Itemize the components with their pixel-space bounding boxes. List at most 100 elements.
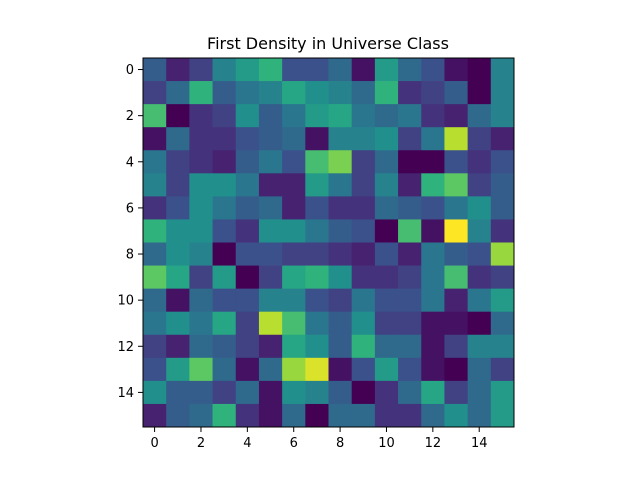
heatmap-cell	[467, 265, 492, 290]
heatmap-cell	[351, 288, 376, 313]
heatmap-cell	[328, 242, 353, 266]
heatmap-cell	[282, 173, 306, 197]
heatmap-cell	[444, 403, 469, 428]
heatmap-cell	[328, 127, 353, 151]
heatmap-cell	[235, 334, 260, 359]
heatmap-cell	[421, 58, 445, 82]
heatmap-cell	[490, 242, 515, 266]
heatmap-cell	[398, 150, 422, 174]
heatmap-cell	[282, 104, 306, 128]
heatmap-cell	[467, 334, 492, 359]
heatmap-cell	[305, 219, 329, 243]
heatmap-cell	[328, 403, 353, 428]
heatmap-cell	[305, 403, 329, 428]
heatmap-cells	[143, 58, 515, 428]
heatmap-cell	[282, 219, 306, 243]
heatmap-cell	[490, 311, 515, 336]
heatmap-cell	[490, 173, 515, 197]
heatmap-cell	[212, 150, 237, 174]
heatmap-cell	[189, 311, 213, 336]
y-tick-label: 4	[126, 155, 134, 170]
heatmap-cell	[235, 196, 260, 220]
heatmap-cell	[351, 357, 376, 382]
heatmap-cell	[421, 127, 445, 151]
heatmap-cell	[351, 150, 376, 174]
heatmap-cell	[328, 196, 353, 220]
heatmap-cell	[467, 311, 492, 336]
heatmap-cell	[212, 334, 237, 359]
y-tick-label: 12	[117, 340, 134, 355]
heatmap-cell	[258, 311, 283, 336]
heatmap-cell	[351, 196, 376, 220]
heatmap-cell	[444, 334, 469, 359]
heatmap-cell	[143, 219, 167, 243]
heatmap-cell	[189, 380, 213, 405]
heatmap-cell	[282, 311, 306, 336]
heatmap-cell	[490, 196, 515, 220]
heatmap-cell	[398, 173, 422, 197]
heatmap-cell	[398, 403, 422, 428]
heatmap-cell	[258, 81, 283, 105]
heatmap-cell	[258, 380, 283, 405]
heatmap-cell	[421, 242, 445, 266]
heatmap-cell	[421, 288, 445, 313]
heatmap-cell	[444, 380, 469, 405]
heatmap-cell	[398, 334, 422, 359]
heatmap-cell	[143, 242, 167, 266]
heatmap-cell	[421, 311, 445, 336]
heatmap-cell	[490, 334, 515, 359]
heatmap-cell	[467, 150, 492, 174]
heatmap-cell	[398, 380, 422, 405]
y-tick-label: 14	[117, 386, 134, 401]
heatmap-cell	[444, 173, 469, 197]
heatmap-cell	[374, 150, 399, 174]
heatmap-cell	[490, 288, 515, 313]
heatmap-cell	[282, 81, 306, 105]
heatmap-cell	[258, 288, 283, 313]
heatmap-cell	[444, 265, 469, 290]
heatmap-cell	[444, 311, 469, 336]
heatmap-cell	[490, 219, 515, 243]
heatmap-cell	[305, 173, 329, 197]
heatmap-cell	[258, 265, 283, 290]
heatmap-cell	[282, 265, 306, 290]
heatmap-cell	[421, 150, 445, 174]
heatmap-cell	[374, 403, 399, 428]
heatmap-cell	[328, 219, 353, 243]
heatmap-cell	[282, 196, 306, 220]
heatmap-cell	[143, 357, 167, 382]
heatmap-cell	[421, 104, 445, 128]
x-tick-label: 8	[336, 436, 344, 451]
heatmap-cell	[421, 380, 445, 405]
heatmap-cell	[328, 173, 353, 197]
heatmap-cell	[305, 58, 329, 82]
heatmap-cell	[490, 150, 515, 174]
heatmap-cell	[235, 127, 260, 151]
heatmap-cell	[351, 58, 376, 82]
heatmap-cell	[421, 403, 445, 428]
heatmap-cell	[235, 150, 260, 174]
heatmap-cell	[212, 311, 237, 336]
heatmap-cell	[212, 242, 237, 266]
heatmap-cell	[467, 173, 492, 197]
heatmap-cell	[351, 380, 376, 405]
heatmap-cell	[166, 403, 190, 428]
heatmap-cell	[421, 334, 445, 359]
heatmap-cell	[398, 219, 422, 243]
heatmap-cell	[351, 242, 376, 266]
heatmap-cell	[166, 380, 190, 405]
heatmap-cell	[143, 288, 167, 313]
heatmap-cell	[282, 288, 306, 313]
heatmap-cell	[166, 265, 190, 290]
heatmap-cell	[189, 242, 213, 266]
heatmap-cell	[258, 219, 283, 243]
heatmap-cell	[235, 288, 260, 313]
heatmap-cell	[282, 403, 306, 428]
heatmap-cell	[328, 334, 353, 359]
heatmap-cell	[374, 219, 399, 243]
heatmap-cell	[374, 196, 399, 220]
heatmap-cell	[374, 357, 399, 382]
x-tick-label: 10	[378, 436, 395, 451]
heatmap-cell	[258, 242, 283, 266]
